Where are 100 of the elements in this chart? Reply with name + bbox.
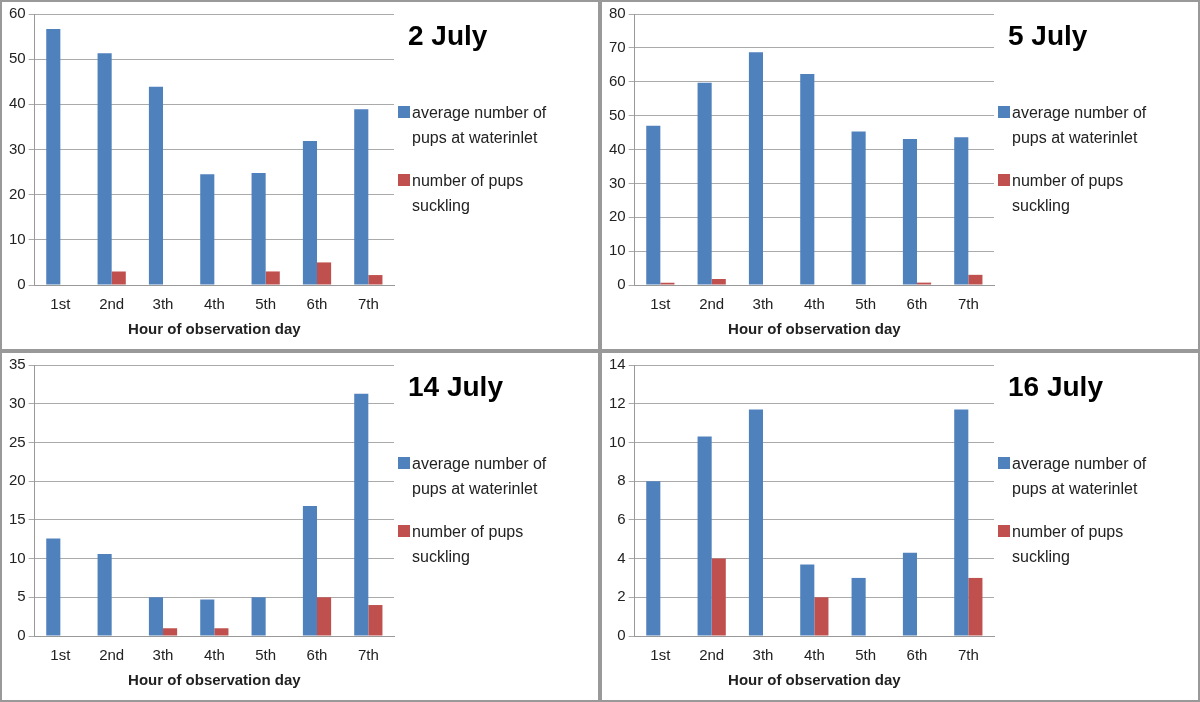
legend-label: number of pups suckling: [412, 522, 525, 567]
y-tick-label: 30: [609, 173, 626, 191]
bar: [711, 278, 726, 285]
x-tick-label: 4th: [803, 295, 825, 313]
x-tick-label: 1st: [50, 646, 72, 664]
y-tick-label: 40: [9, 94, 26, 112]
bar: [97, 553, 112, 636]
x-tick-label: 2nd: [699, 295, 725, 313]
x-tick-label: 7th: [357, 295, 379, 313]
y-tick-label: 10: [9, 229, 26, 247]
x-axis-title: Hour of observation day: [128, 320, 302, 338]
x-tick-label: 3th: [752, 646, 774, 664]
bar: [368, 275, 383, 285]
x-tick-label: 3th: [752, 295, 774, 313]
y-tick-label: 8: [617, 471, 626, 489]
x-tick-label: 6th: [306, 646, 328, 664]
y-tick-label: 40: [609, 139, 626, 157]
y-tick-label: 30: [9, 393, 26, 411]
y-tick-label: 30: [9, 139, 26, 157]
y-tick-label: 25: [9, 432, 26, 450]
bar: [317, 597, 332, 636]
bar: [354, 109, 369, 285]
x-axis-title: Hour of observation day: [728, 320, 902, 338]
x-tick-label: 3th: [152, 295, 174, 313]
bar: [954, 137, 969, 285]
bar: [697, 82, 712, 285]
x-tick-label: 3th: [152, 646, 174, 664]
y-tick-label: 6: [617, 510, 626, 527]
bar: [302, 505, 317, 636]
y-tick-label: 14: [609, 355, 626, 373]
y-tick-label: 20: [9, 471, 26, 489]
bar: [214, 628, 229, 636]
legend-label: number of pups suckling: [1012, 171, 1125, 216]
x-tick-label: 5th: [855, 646, 877, 664]
x-tick-label: 7th: [957, 646, 979, 664]
y-tick-label: 4: [617, 548, 626, 566]
y-tick-label: 50: [9, 49, 26, 67]
legend-label: average number of pups at waterinlet: [412, 454, 548, 499]
bar: [251, 172, 266, 285]
legend-label: average number of pups at waterinlet: [1012, 103, 1148, 148]
bar: [200, 599, 215, 636]
x-tick-label: 2nd: [99, 295, 125, 313]
y-tick-label: 60: [609, 71, 626, 89]
legend-label: average number of pups at waterinlet: [1012, 454, 1148, 499]
bar: [954, 409, 969, 636]
bar: [646, 481, 661, 636]
y-tick-label: 5: [17, 587, 26, 605]
x-tick-label: 4th: [203, 646, 225, 664]
x-tick-label: 7th: [357, 646, 379, 664]
bar: [851, 131, 866, 285]
x-tick-label: 6th: [906, 646, 928, 664]
bar: [148, 597, 164, 636]
y-tick-label: 0: [17, 275, 26, 293]
bar: [111, 271, 126, 285]
x-tick-label: 7th: [957, 295, 979, 313]
y-tick-label: 35: [9, 355, 26, 373]
x-tick-label: 6th: [906, 295, 928, 313]
bar: [302, 140, 317, 285]
legend-label: number of pups suckling: [1012, 522, 1125, 567]
bar: [800, 564, 815, 636]
bar: [265, 271, 280, 285]
x-tick-label: 5th: [855, 295, 877, 313]
y-tick-label: 15: [9, 510, 26, 527]
y-tick-label: 80: [609, 4, 626, 22]
legend-label: average number of pups at waterinlet: [412, 103, 548, 148]
x-tick-label: 2nd: [699, 646, 725, 664]
bar: [968, 577, 983, 636]
y-tick-label: 20: [609, 207, 626, 225]
x-tick-label: 5th: [255, 295, 277, 313]
x-tick-label: 1st: [50, 295, 72, 313]
y-tick-label: 70: [609, 38, 626, 56]
x-tick-label: 1st: [650, 295, 672, 313]
y-tick-label: 2: [617, 587, 626, 605]
x-axis-title: Hour of observation day: [728, 671, 902, 689]
legend-label: number of pups suckling: [412, 171, 525, 216]
y-tick-label: 50: [609, 105, 626, 123]
bar: [800, 73, 815, 285]
x-tick-label: 1st: [650, 646, 672, 664]
x-tick-label: 4th: [203, 295, 225, 313]
bar: [748, 409, 764, 636]
bar: [354, 393, 369, 636]
y-tick-label: 0: [17, 626, 26, 644]
x-axis-title: Hour of observation day: [128, 671, 302, 689]
bar: [163, 628, 178, 636]
y-tick-label: 20: [9, 184, 26, 202]
bar: [646, 125, 661, 285]
bar: [902, 139, 917, 285]
y-tick-label: 60: [9, 4, 26, 22]
text: 14 July: [408, 371, 504, 404]
bar: [902, 552, 917, 636]
bar: [814, 597, 829, 636]
text: 16 July: [1008, 371, 1104, 404]
bar: [968, 274, 983, 285]
x-tick-label: 6th: [306, 295, 328, 313]
bar: [317, 262, 332, 285]
bar: [697, 436, 712, 636]
chart-title: 5 July: [1008, 20, 1089, 53]
y-tick-label: 10: [9, 548, 26, 566]
bar: [148, 86, 164, 285]
bar: [200, 174, 215, 285]
